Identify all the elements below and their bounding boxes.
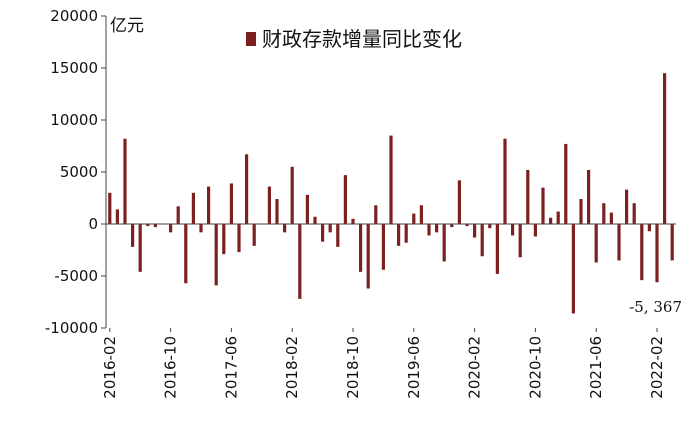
bar — [450, 224, 454, 228]
legend-label: 财政存款增量同比变化 — [262, 27, 462, 51]
bar — [381, 224, 385, 270]
bar — [146, 224, 150, 227]
bar — [108, 192, 112, 224]
bar — [587, 169, 591, 224]
bar — [571, 224, 575, 314]
bar — [564, 143, 568, 224]
x-tick-label: 2022-02 — [648, 336, 666, 399]
bar — [427, 224, 431, 236]
bar — [328, 224, 332, 233]
bar — [435, 224, 439, 233]
bar — [518, 224, 522, 258]
y-tick-label: 10000 — [50, 111, 98, 129]
bar — [465, 224, 469, 227]
y-unit-label: 亿元 — [110, 16, 144, 36]
bar — [374, 205, 378, 224]
bar — [321, 224, 325, 242]
bar — [267, 186, 271, 224]
bar — [625, 189, 629, 224]
bar — [579, 199, 583, 224]
y-tick-label: 15000 — [50, 59, 98, 77]
bar — [647, 224, 651, 232]
bar — [290, 166, 294, 224]
x-tick-label: 2018-10 — [344, 336, 362, 399]
bar — [199, 224, 203, 233]
bar — [655, 224, 659, 283]
bar — [359, 224, 363, 272]
bar — [549, 217, 553, 224]
bar — [336, 224, 340, 247]
legend-swatch — [246, 32, 256, 46]
y-tick-label: -5000 — [54, 267, 98, 285]
bar — [511, 224, 515, 236]
bar — [191, 192, 195, 224]
bar — [176, 206, 180, 224]
bar — [663, 73, 667, 224]
y-tick-label: 20000 — [50, 7, 98, 25]
bar — [609, 212, 613, 224]
bar — [245, 154, 249, 224]
bar — [632, 203, 636, 224]
y-tick-label: -10000 — [45, 319, 98, 337]
bar — [495, 224, 499, 274]
bar — [283, 224, 287, 233]
bar — [115, 209, 119, 224]
last-value-annotation: -5, 367 — [629, 298, 682, 316]
bar — [556, 211, 560, 224]
x-tick-label: 2021-06 — [587, 336, 605, 399]
x-tick-label: 2017-06 — [222, 336, 240, 399]
bar — [343, 175, 347, 224]
y-tick-label: 0 — [88, 215, 98, 233]
x-tick-label: 2020-02 — [466, 336, 484, 399]
x-tick-label: 2019-06 — [405, 336, 423, 399]
bar — [169, 224, 173, 233]
bar — [533, 224, 537, 237]
x-tick-label: 2018-02 — [283, 336, 301, 399]
bar — [305, 194, 309, 224]
bar — [131, 224, 135, 247]
bar — [214, 224, 218, 286]
bar — [594, 224, 598, 263]
bar — [617, 224, 621, 261]
bar — [473, 224, 477, 238]
bar — [123, 138, 127, 224]
bar — [640, 224, 644, 281]
x-tick-label: 2016-10 — [162, 336, 180, 399]
bar — [389, 135, 393, 224]
bar — [503, 138, 507, 224]
bar — [252, 224, 256, 246]
bar — [207, 186, 211, 224]
bar — [153, 224, 157, 228]
x-tick-label: 2020-10 — [526, 336, 544, 399]
axes-layer — [101, 15, 676, 332]
bar — [397, 224, 401, 246]
bar — [184, 224, 188, 284]
bar — [404, 224, 408, 243]
bar — [237, 224, 241, 253]
bar — [412, 213, 416, 224]
y-tick-label: 5000 — [60, 163, 98, 181]
bar — [366, 224, 370, 289]
bar — [602, 203, 606, 224]
bar — [275, 199, 279, 224]
bar — [670, 224, 674, 261]
bar — [138, 224, 142, 272]
bar — [488, 224, 492, 229]
bar — [351, 218, 355, 224]
bar — [480, 224, 484, 257]
bar — [229, 183, 233, 224]
bar — [442, 224, 446, 262]
bar — [457, 180, 461, 224]
bar — [526, 169, 530, 224]
bar — [222, 224, 226, 255]
bar — [419, 205, 423, 224]
bar — [313, 216, 317, 224]
x-tick-label: 2016-02 — [101, 336, 119, 399]
bars-layer — [108, 73, 674, 314]
bar — [541, 187, 545, 224]
bar — [298, 224, 302, 299]
